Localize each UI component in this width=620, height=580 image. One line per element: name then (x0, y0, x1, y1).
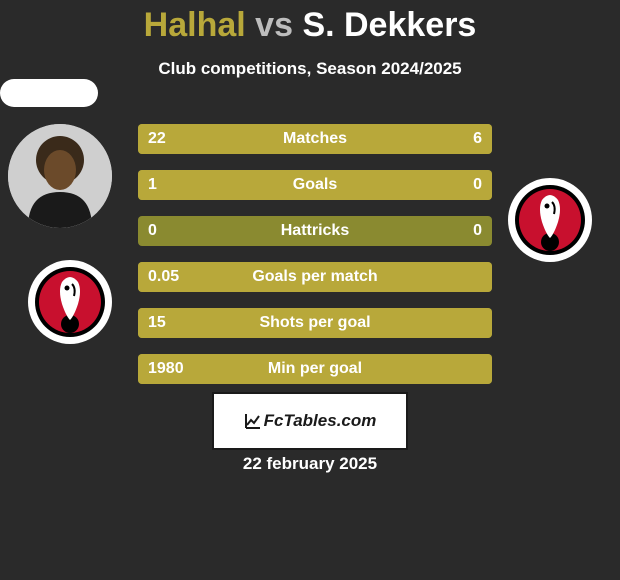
player2-avatar (0, 79, 98, 107)
infographic-container: Halhal vs S. Dekkers Club competitions, … (0, 0, 620, 580)
stat-label: Hattricks (138, 216, 492, 246)
stat-row: 1Goals0 (138, 170, 492, 200)
player2-club-badge (508, 178, 592, 262)
player1-club-badge (28, 260, 112, 344)
stat-label: Goals per match (138, 262, 492, 292)
stat-row: 0.05Goals per match (138, 262, 492, 292)
club-crest-icon (512, 182, 588, 258)
stat-row: 15Shots per goal (138, 308, 492, 338)
stat-row: 22Matches6 (138, 124, 492, 154)
person-icon (8, 124, 112, 228)
source-badge: FcTables.com (212, 392, 408, 450)
stat-row: 1980Min per goal (138, 354, 492, 384)
club-crest-icon (32, 264, 108, 340)
stat-value-right: 0 (473, 170, 482, 200)
player1-avatar (8, 124, 112, 228)
stat-label: Min per goal (138, 354, 492, 384)
stat-label: Goals (138, 170, 492, 200)
date-text: 22 february 2025 (0, 454, 620, 474)
stat-value-right: 6 (473, 124, 482, 154)
subtitle: Club competitions, Season 2024/2025 (0, 59, 620, 79)
stat-label: Matches (138, 124, 492, 154)
chart-icon (244, 412, 262, 430)
stat-label: Shots per goal (138, 308, 492, 338)
vs-text: vs (255, 6, 293, 44)
player2-name: S. Dekkers (302, 6, 476, 44)
player1-name: Halhal (144, 6, 246, 44)
stat-row: 0Hattricks0 (138, 216, 492, 246)
page-title: Halhal vs S. Dekkers (0, 0, 620, 45)
source-badge-text: FcTables.com (244, 411, 377, 431)
stat-value-right: 0 (473, 216, 482, 246)
stats-bars: 22Matches61Goals00Hattricks00.05Goals pe… (138, 124, 492, 400)
source-text: FcTables.com (264, 411, 377, 431)
